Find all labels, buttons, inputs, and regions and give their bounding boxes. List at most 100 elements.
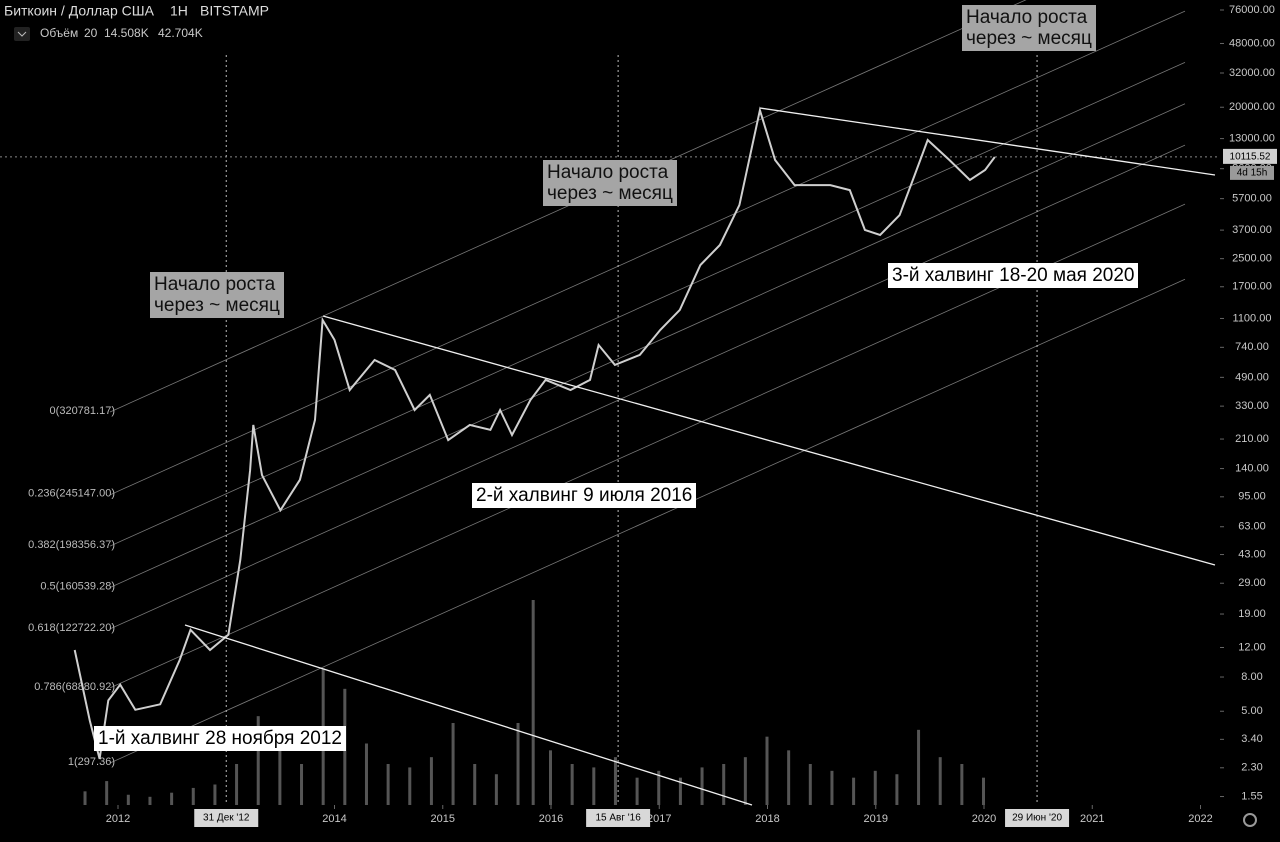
volume-bar bbox=[982, 777, 986, 805]
y-tick-label: 19.00 bbox=[1238, 608, 1266, 620]
date-marker-box bbox=[1005, 809, 1070, 827]
volume-bar bbox=[787, 750, 791, 805]
fib-line bbox=[109, 61, 1186, 547]
x-tick-label: 2021 bbox=[1080, 813, 1104, 825]
volume-bar bbox=[938, 757, 942, 805]
y-tick-label: 490.00 bbox=[1235, 371, 1269, 383]
x-tick-label: 2014 bbox=[322, 813, 346, 825]
volume-bar bbox=[300, 764, 304, 805]
volume-bar bbox=[960, 764, 964, 805]
y-tick-label: 63.00 bbox=[1238, 521, 1266, 533]
fib-label: 0.5(160539.28) bbox=[40, 580, 115, 592]
annotation-line: 1-й халвинг 28 ноября 2012 bbox=[98, 728, 342, 749]
volume-bar bbox=[700, 767, 704, 805]
volume-bar bbox=[592, 767, 596, 805]
volume-bar bbox=[386, 764, 390, 805]
volume-bar bbox=[895, 774, 899, 805]
date-marker-box bbox=[194, 809, 259, 827]
x-tick-label: 2012 bbox=[106, 813, 130, 825]
exchange: BITSTAMP bbox=[200, 3, 269, 19]
y-tick-label: 3700.00 bbox=[1232, 224, 1272, 236]
annotation: Начало роста через ~ месяц bbox=[962, 5, 1096, 51]
y-tick-label: 20000.00 bbox=[1229, 101, 1275, 113]
date-marker-label: 29 Июн '20 bbox=[1012, 813, 1062, 824]
volume-length: 20 bbox=[84, 26, 98, 40]
x-tick-label: 2017 bbox=[647, 813, 671, 825]
x-tick-label: 2015 bbox=[431, 813, 455, 825]
countdown-box bbox=[1230, 165, 1274, 180]
volume-bar bbox=[494, 774, 498, 805]
volume-bar bbox=[743, 757, 747, 805]
x-tick-label: 2022 bbox=[1188, 813, 1212, 825]
y-tick-label: 12.00 bbox=[1238, 641, 1266, 653]
fib-label: 0.618(122722.20) bbox=[28, 622, 115, 634]
volume-bar bbox=[451, 723, 455, 805]
volume-bar bbox=[148, 796, 152, 805]
y-tick-label: 740.00 bbox=[1235, 341, 1269, 353]
plot-layer: 0(320781.17) 0.236(245147.00) 0.382(198356… bbox=[0, 0, 1277, 827]
chevron-icon bbox=[17, 31, 27, 37]
y-tick-label: 5700.00 bbox=[1232, 193, 1272, 205]
annotation-line: через ~ месяц bbox=[547, 183, 673, 204]
annotation: Начало роста через ~ месяц bbox=[150, 272, 284, 318]
y-tick-label: 8.00 bbox=[1241, 671, 1262, 683]
annotation-line: через ~ месяц bbox=[966, 28, 1092, 49]
settings-icon[interactable] bbox=[1243, 813, 1257, 827]
volume-bar bbox=[170, 792, 174, 805]
annotation-line: Начало роста bbox=[547, 162, 669, 183]
volume-bar bbox=[678, 777, 682, 805]
y-tick-label: 43.00 bbox=[1238, 548, 1266, 560]
fib-label: 0.786(68880.92) bbox=[34, 681, 115, 693]
volume-bar bbox=[191, 787, 195, 805]
y-tick-label: 48000.00 bbox=[1229, 37, 1275, 49]
price-line bbox=[73, 106, 996, 760]
volume-bar bbox=[278, 750, 282, 805]
volume-name: Объём bbox=[40, 26, 78, 40]
volume-bar bbox=[613, 757, 617, 805]
volume-bar bbox=[429, 757, 433, 805]
date-marker-box bbox=[586, 809, 651, 827]
y-tick-label: 210.00 bbox=[1235, 433, 1269, 445]
volume-ma: 42.704K bbox=[158, 26, 203, 40]
annotation-line: через ~ месяц bbox=[154, 295, 280, 316]
trend-line bbox=[184, 624, 753, 806]
trend-line bbox=[322, 315, 1216, 566]
volume-bar bbox=[516, 723, 520, 805]
fib-label: 0(320781.17) bbox=[50, 405, 115, 417]
annotation: 1-й халвинг 28 ноября 2012 bbox=[94, 726, 346, 751]
y-tick-label: 32000.00 bbox=[1229, 67, 1275, 79]
fib-label: 0.382(198356.37) bbox=[28, 539, 115, 551]
annotation: Начало роста через ~ месяц bbox=[543, 160, 677, 206]
fib-line bbox=[109, 144, 1186, 630]
y-tick-label: 29.00 bbox=[1238, 577, 1266, 589]
x-tick-label: 2020 bbox=[972, 813, 996, 825]
y-tick-label: 76000.00 bbox=[1229, 4, 1275, 16]
annotation-line: Начало роста bbox=[154, 274, 276, 295]
volume-bar bbox=[531, 600, 535, 805]
volume-bar bbox=[570, 764, 574, 805]
y-tick-label: 330.00 bbox=[1235, 400, 1269, 412]
volume-bar bbox=[808, 764, 812, 805]
volume-bar bbox=[873, 770, 877, 805]
volume-bar bbox=[105, 781, 109, 805]
last-price-box bbox=[1223, 148, 1277, 164]
countdown: 4d 15h bbox=[1237, 168, 1268, 179]
y-tick-label: 2.30 bbox=[1241, 762, 1262, 774]
y-tick-label: 2500.00 bbox=[1232, 253, 1272, 265]
annotation-line: 2-й халвинг 9 июля 2016 bbox=[476, 485, 693, 506]
volume-bar bbox=[213, 784, 217, 805]
y-tick-label: 95.00 bbox=[1238, 491, 1266, 503]
y-tick-label: 5.00 bbox=[1241, 705, 1262, 717]
fib-line bbox=[109, 278, 1186, 764]
collapse-button[interactable] bbox=[14, 27, 30, 41]
fib-label: 1(297.36) bbox=[68, 756, 115, 768]
annotation: 2-й халвинг 9 июля 2016 bbox=[472, 483, 697, 508]
volume-bar bbox=[917, 729, 921, 805]
trend-lines bbox=[184, 107, 1216, 806]
volume-bar bbox=[126, 794, 130, 805]
symbol: Биткоин / Доллар США bbox=[4, 3, 155, 19]
volume-bar bbox=[83, 791, 87, 805]
volume-bar bbox=[722, 764, 726, 805]
fib-line bbox=[109, 10, 1186, 496]
